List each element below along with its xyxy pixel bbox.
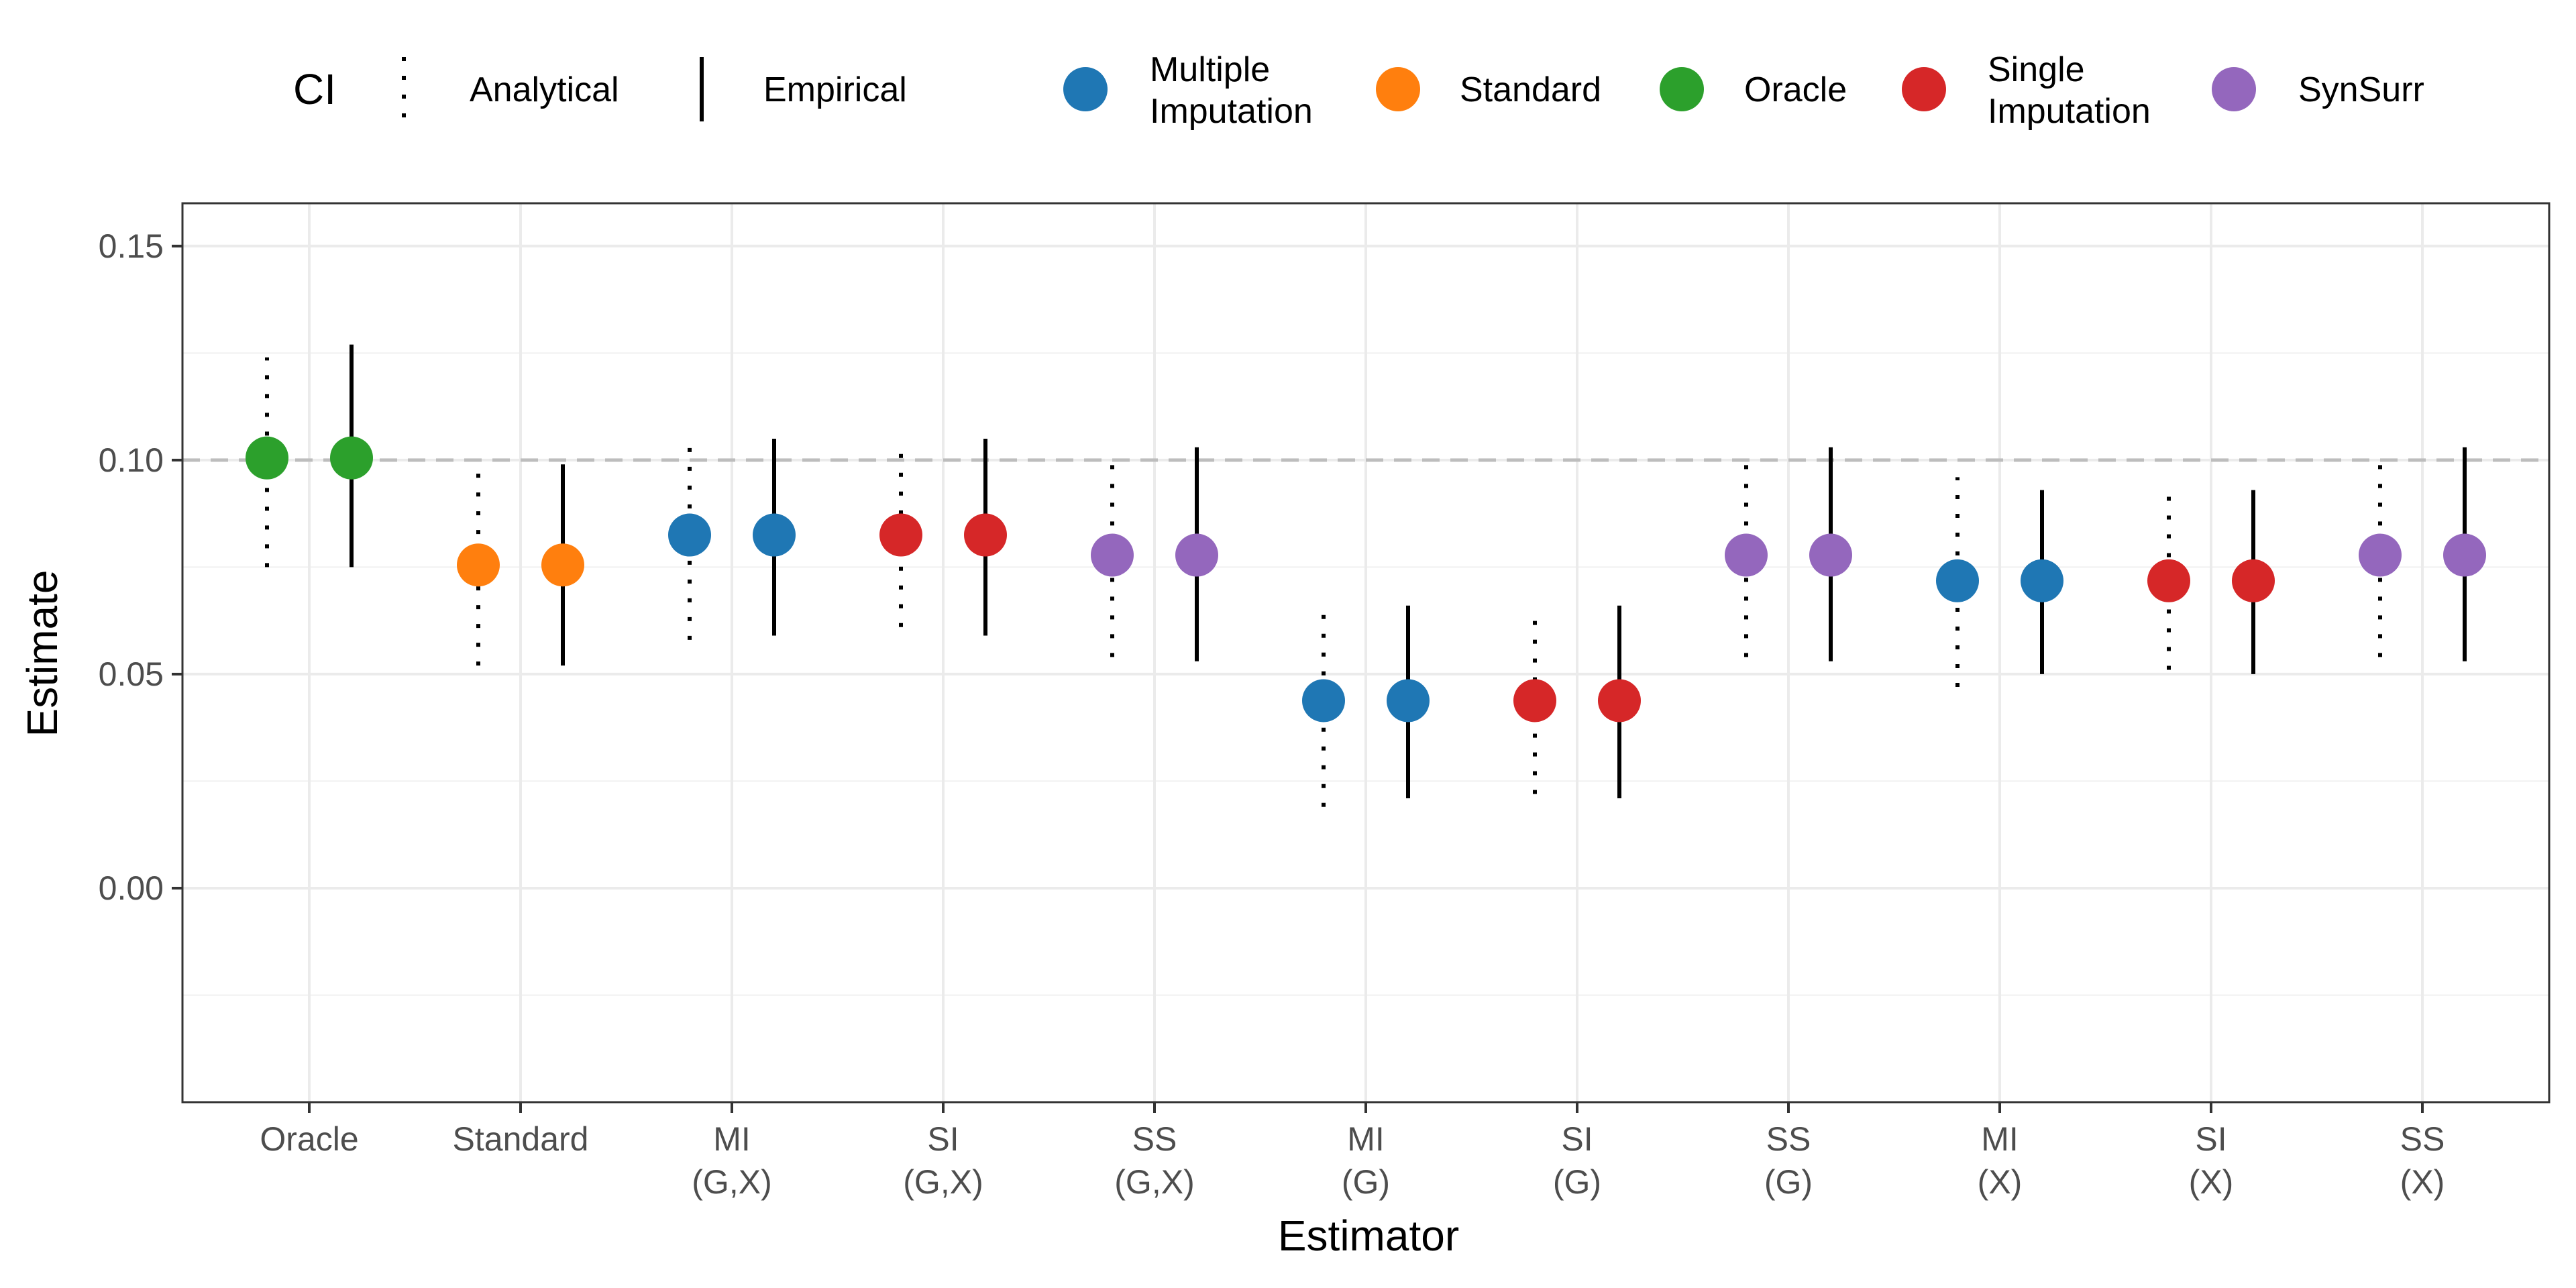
legend-method-key [1063,67,1108,111]
x-tick-label: SI (X) [2189,1120,2234,1201]
analytical-point [1091,533,1134,577]
estimator-group [668,434,796,640]
y-tick-label: 0.15 [99,227,164,265]
empirical-point [753,513,796,557]
estimator-group [1091,447,1218,661]
analytical-point [457,543,500,587]
x-tick-label: MI (G,X) [692,1120,771,1201]
empirical-point [964,513,1007,557]
y-tick-label: 0.10 [99,441,164,479]
legend-method-label: Multiple Imputation [1150,50,1313,131]
analytical-point [879,513,922,557]
legend-method-label: SynSurr [2298,70,2424,109]
estimator-group [879,438,1007,636]
estimator-group [246,344,373,568]
legend-ci-label: Analytical [470,70,619,109]
empirical-point [1387,679,1430,722]
x-axis: Oracle Standard MI (G,X) SI (G,X) SS (G,X) MI (G)… [260,1102,2445,1201]
analytical-point [1725,533,1768,577]
x-tick-label: SS (G,X) [1114,1120,1194,1201]
estimator-group [2147,490,2275,674]
estimator-group [2359,447,2486,661]
plot-panel [181,202,2551,1104]
x-tick-label: Standard [453,1120,589,1158]
y-axis: 0.00 0.05 0.10 0.15 [99,227,182,907]
estimator-group [1513,605,1641,798]
analytical-point [2359,533,2402,577]
empirical-point [2443,533,2486,577]
legend-ci-label: Empirical [763,70,907,109]
empirical-point [541,543,584,587]
empirical-point [1809,533,1852,577]
empirical-point [330,436,373,480]
analytical-point [1513,679,1556,722]
analytical-point [246,436,288,480]
legend: CI Analytical Empirical Multiple Imputation S… [293,50,2424,131]
y-tick-label: 0.05 [99,655,164,693]
analytical-point [1302,679,1345,722]
x-tick-label: MI (G) [1342,1120,1390,1201]
x-axis-title: Estimator [1278,1212,1459,1260]
analytical-point [668,513,711,557]
x-tick-label: MI (X) [1978,1120,2023,1201]
legend-method-label: Single Imputation [1988,50,2151,131]
empirical-point [1175,533,1218,577]
legend-method-key [1902,67,1946,111]
legend-ci-title: CI [293,65,336,113]
estimator-group [1725,447,1852,661]
x-tick-label: SS (G) [1764,1120,1813,1201]
x-tick-label: SI (G) [1553,1120,1601,1201]
legend-method-key [1660,67,1704,111]
analytical-point [2147,559,2190,602]
empirical-point [2232,559,2275,602]
legend-method-key [2212,67,2256,111]
analytical-point [1936,559,1979,602]
estimator-group [1302,601,1430,807]
empirical-point [1598,679,1641,722]
x-tick-label: SS (X) [2400,1120,2445,1201]
x-tick-label: Oracle [260,1120,358,1158]
legend-method-key [1376,67,1420,111]
estimator-group [457,464,584,666]
legend-method-label: Oracle [1744,70,1847,109]
y-axis-title: Estimate [18,570,66,737]
empirical-point [2021,559,2063,602]
legend-method-label: Standard [1460,70,1601,109]
y-tick-label: 0.00 [99,869,164,907]
estimator-group [1936,477,2063,688]
x-tick-label: SI (G,X) [903,1120,983,1201]
